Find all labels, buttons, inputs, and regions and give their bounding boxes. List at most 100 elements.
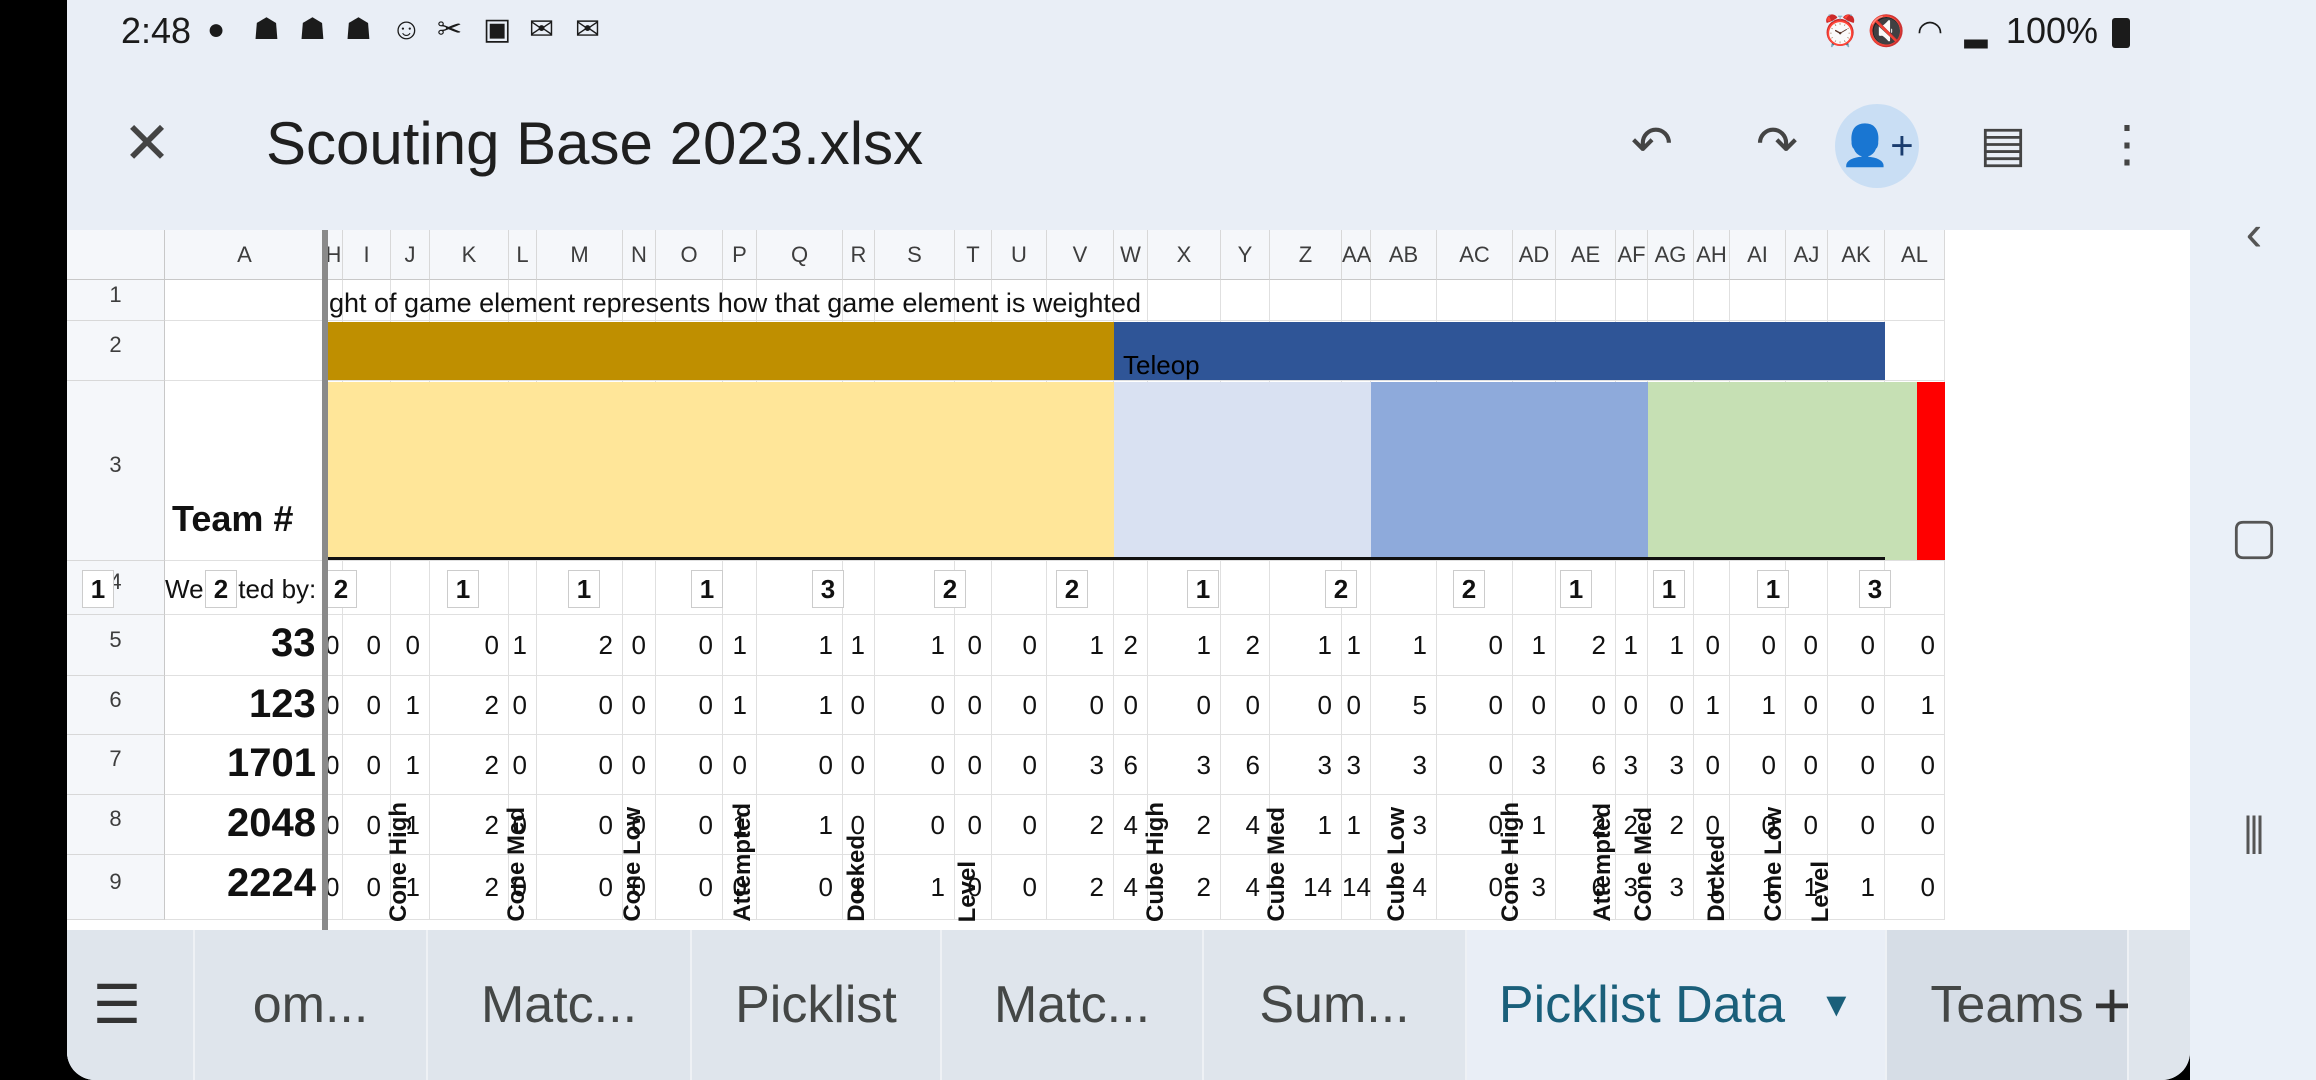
data-cell[interactable]: 2	[1245, 630, 1260, 660]
data-cell[interactable]: 0	[1531, 690, 1546, 720]
data-cell[interactable]: 1	[1089, 630, 1104, 660]
data-cell[interactable]: 0	[732, 872, 747, 902]
data-cell[interactable]: 3	[1669, 872, 1684, 902]
grid-cell[interactable]	[1556, 561, 1616, 615]
data-cell[interactable]: 1	[1196, 630, 1211, 660]
data-cell[interactable]: 0	[1623, 690, 1638, 720]
grid-cell[interactable]	[992, 280, 1047, 321]
grid-cell[interactable]	[1371, 561, 1437, 615]
data-cell[interactable]: 3	[1531, 750, 1546, 780]
data-cell[interactable]: 2	[1196, 810, 1211, 840]
sheet-tab[interactable]: om...	[195, 930, 428, 1080]
grid-cell[interactable]	[1556, 676, 1616, 735]
grid-cell[interactable]	[955, 615, 992, 676]
data-cell[interactable]: 0	[512, 690, 527, 720]
data-cell[interactable]: 1	[405, 810, 420, 840]
grid-cell[interactable]	[1694, 855, 1730, 920]
column-header[interactable]: Y	[1221, 230, 1270, 280]
grid-cell[interactable]	[656, 280, 723, 321]
grid-cell[interactable]	[1114, 561, 1148, 615]
data-cell[interactable]: 1	[405, 750, 420, 780]
frozen-column-divider[interactable]	[322, 230, 328, 930]
data-cell[interactable]: 0	[325, 630, 340, 660]
grid-cell[interactable]	[843, 615, 875, 676]
grid-cell[interactable]	[623, 676, 656, 735]
data-cell[interactable]: 1	[1346, 810, 1361, 840]
grid-cell[interactable]	[325, 735, 343, 795]
grid-cell[interactable]	[1114, 615, 1148, 676]
grid-cell[interactable]	[1513, 735, 1556, 795]
grid-cell[interactable]	[656, 795, 723, 855]
data-cell[interactable]: 0	[698, 630, 713, 660]
data-cell[interactable]: 2	[484, 690, 499, 720]
grid-cell[interactable]	[1616, 855, 1648, 920]
recents-icon[interactable]: ⦀	[2243, 808, 2265, 864]
sheet-tab[interactable]: Sum...	[1204, 930, 1467, 1080]
grid-cell[interactable]	[757, 676, 843, 735]
data-cell[interactable]: 1	[850, 872, 865, 902]
data-cell[interactable]: 0	[598, 690, 613, 720]
grid-cell[interactable]	[1270, 855, 1342, 920]
grid-cell[interactable]	[1730, 795, 1786, 855]
grid-cell[interactable]	[1047, 855, 1114, 920]
grid-cell[interactable]	[1270, 615, 1342, 676]
grid-cell[interactable]	[1730, 735, 1786, 795]
grid-cell[interactable]	[1513, 795, 1556, 855]
grid-cell[interactable]	[992, 855, 1047, 920]
data-cell[interactable]: 5	[1412, 690, 1427, 720]
data-cell[interactable]: 6	[1591, 872, 1606, 902]
data-cell[interactable]: 0	[1920, 872, 1935, 902]
grid-cell[interactable]	[1342, 676, 1371, 735]
grid-cell[interactable]	[343, 795, 391, 855]
data-cell[interactable]: 1	[818, 810, 833, 840]
grid-cell[interactable]	[1828, 615, 1885, 676]
data-cell[interactable]: 0	[512, 872, 527, 902]
grid-cell[interactable]	[430, 676, 509, 735]
grid-cell[interactable]	[623, 855, 656, 920]
grid-cell[interactable]	[1786, 795, 1828, 855]
column-header[interactable]: A	[165, 230, 325, 280]
data-cell[interactable]: 0	[366, 810, 381, 840]
grid-cell[interactable]	[1730, 855, 1786, 920]
grid-cell[interactable]	[1648, 615, 1694, 676]
grid-cell[interactable]	[757, 795, 843, 855]
grid-cell[interactable]	[1221, 615, 1270, 676]
data-cell[interactable]: 4	[1123, 810, 1138, 840]
team-number[interactable]: 2048	[227, 801, 316, 845]
grid-cell[interactable]	[1148, 676, 1221, 735]
grid-cell[interactable]	[1786, 615, 1828, 676]
grid-cell[interactable]	[875, 280, 955, 321]
grid-cell[interactable]	[1730, 280, 1786, 321]
grid-cell[interactable]	[509, 676, 537, 735]
data-cell[interactable]: 0	[967, 690, 982, 720]
team-number[interactable]: 1701	[227, 741, 316, 785]
data-cell[interactable]: 0	[1022, 872, 1037, 902]
data-cell[interactable]: 0	[1196, 690, 1211, 720]
data-cell[interactable]: 0	[1803, 750, 1818, 780]
grid-cell[interactable]	[1047, 735, 1114, 795]
grid-cell[interactable]	[1616, 280, 1648, 321]
grid-cell[interactable]	[1885, 676, 1945, 735]
data-cell[interactable]: 6	[1591, 750, 1606, 780]
grid-cell[interactable]	[1114, 795, 1148, 855]
comments-icon[interactable]: ▤	[1979, 116, 2027, 172]
grid-cell[interactable]	[1047, 615, 1114, 676]
grid-cell[interactable]	[875, 855, 955, 920]
data-cell[interactable]: 0	[850, 810, 865, 840]
data-cell[interactable]: 2	[484, 872, 499, 902]
grid-cell[interactable]	[1513, 676, 1556, 735]
data-cell[interactable]: 0	[366, 872, 381, 902]
grid-cell[interactable]	[992, 561, 1047, 615]
data-cell[interactable]: 0	[850, 690, 865, 720]
grid-cell[interactable]	[1221, 676, 1270, 735]
grid-cell[interactable]	[1694, 676, 1730, 735]
home-icon[interactable]: ▢	[2230, 508, 2278, 564]
data-cell[interactable]: 0	[1488, 750, 1503, 780]
grid-cell[interactable]	[391, 280, 430, 321]
grid-cell[interactable]	[1694, 280, 1730, 321]
data-cell[interactable]: 4	[1245, 872, 1260, 902]
grid-cell[interactable]	[1342, 615, 1371, 676]
grid-cell[interactable]	[1885, 321, 1945, 381]
data-cell[interactable]: 0	[732, 750, 747, 780]
grid-cell[interactable]	[537, 735, 623, 795]
